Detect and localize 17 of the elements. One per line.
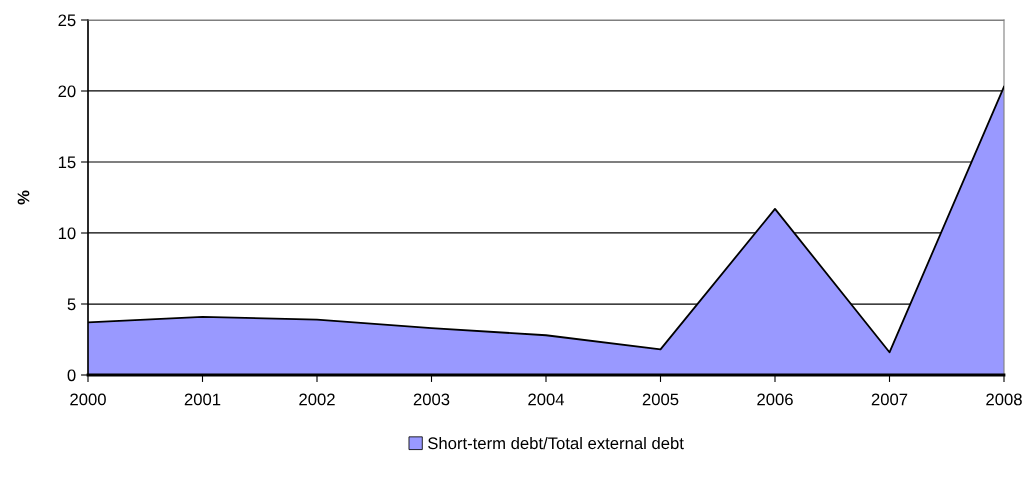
x-tick-label: 2000 [70, 393, 106, 406]
x-tick-label: 2005 [642, 393, 679, 406]
y-tick-label: 25 [58, 14, 76, 27]
y-tick-label: 15 [58, 156, 76, 169]
y-tick-label: 20 [58, 85, 76, 98]
x-tick-label: 2007 [871, 393, 908, 406]
legend-label: Short-term debt/Total external debt [428, 436, 684, 450]
x-tick-label: 2008 [986, 393, 1022, 406]
y-tick-label: 0 [67, 369, 76, 382]
x-tick-label: 2001 [184, 393, 221, 406]
x-tick-label: 2002 [299, 393, 335, 406]
y-tick-label: 5 [67, 298, 76, 311]
y-axis-title: % [17, 190, 30, 205]
y-tick-label: 10 [58, 227, 76, 240]
x-tick-label: 2006 [757, 393, 793, 406]
x-tick-label: 2004 [528, 393, 565, 406]
x-tick-label: 2003 [413, 393, 450, 406]
